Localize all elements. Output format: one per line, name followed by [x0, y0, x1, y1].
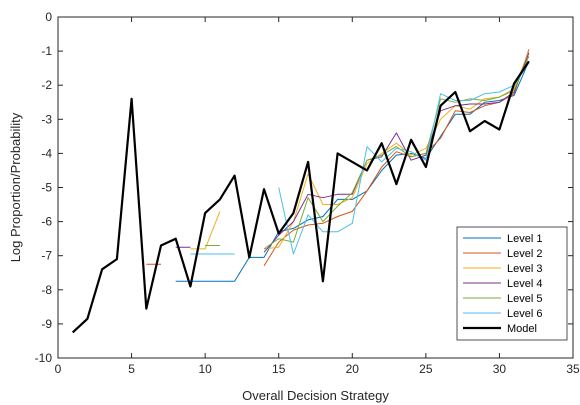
axes: 0 5 10 15 20 25 30 35 0 -1 -2 -3 -4 -5 -6 -7 -8 -9 -10 [35, 10, 580, 376]
legend-label-model: Model [507, 323, 537, 335]
y-tick-label: -2 [41, 78, 52, 92]
y-tick-label: -10 [35, 351, 53, 365]
x-tick-label: 5 [128, 362, 135, 376]
legend-label-level-4: Level 4 [507, 278, 542, 290]
legend-label-level-5: Level 5 [507, 293, 542, 305]
y-tick-label: -5 [41, 181, 52, 195]
x-tick-label: 0 [55, 362, 62, 376]
x-tick-label: 15 [272, 362, 286, 376]
y-tick-label: 0 [45, 10, 52, 24]
legend-label-level-1: Level 1 [507, 233, 542, 245]
series-line-level-3 [190, 50, 530, 250]
x-tick-label: 25 [419, 362, 433, 376]
y-tick-label: -8 [41, 283, 52, 297]
y-tick-label: -7 [41, 249, 52, 263]
legend-label-level-6: Level 6 [507, 308, 542, 320]
series-line-model [71, 60, 530, 334]
series-line-level-5 [205, 56, 530, 250]
x-axis-label: Overall Decision Strategy [242, 388, 389, 403]
series-line-level-2 [146, 49, 530, 267]
legend-label-level-2: Level 2 [507, 248, 542, 260]
y-axis-label: Log Proportion/Probability [8, 112, 23, 262]
x-tick-label: 30 [493, 362, 507, 376]
series-line-level-6 [190, 62, 530, 255]
series-line-level-1 [175, 61, 530, 282]
series-layer [71, 49, 530, 334]
y-tick-label: -1 [41, 44, 52, 58]
x-tick-label: 35 [566, 362, 580, 376]
legend: Level 1 Level 2 Level 3 Level 4 Level 5 Level… [456, 226, 568, 341]
x-tick-label: 20 [346, 362, 360, 376]
y-tick-label: -6 [41, 215, 52, 229]
x-tick-label: 10 [198, 362, 212, 376]
y-tick-label: -9 [41, 317, 52, 331]
legend-box [456, 226, 568, 341]
y-tick-label: -4 [41, 146, 52, 160]
legend-label-level-3: Level 3 [507, 263, 542, 275]
y-tick-label: -3 [41, 112, 52, 126]
